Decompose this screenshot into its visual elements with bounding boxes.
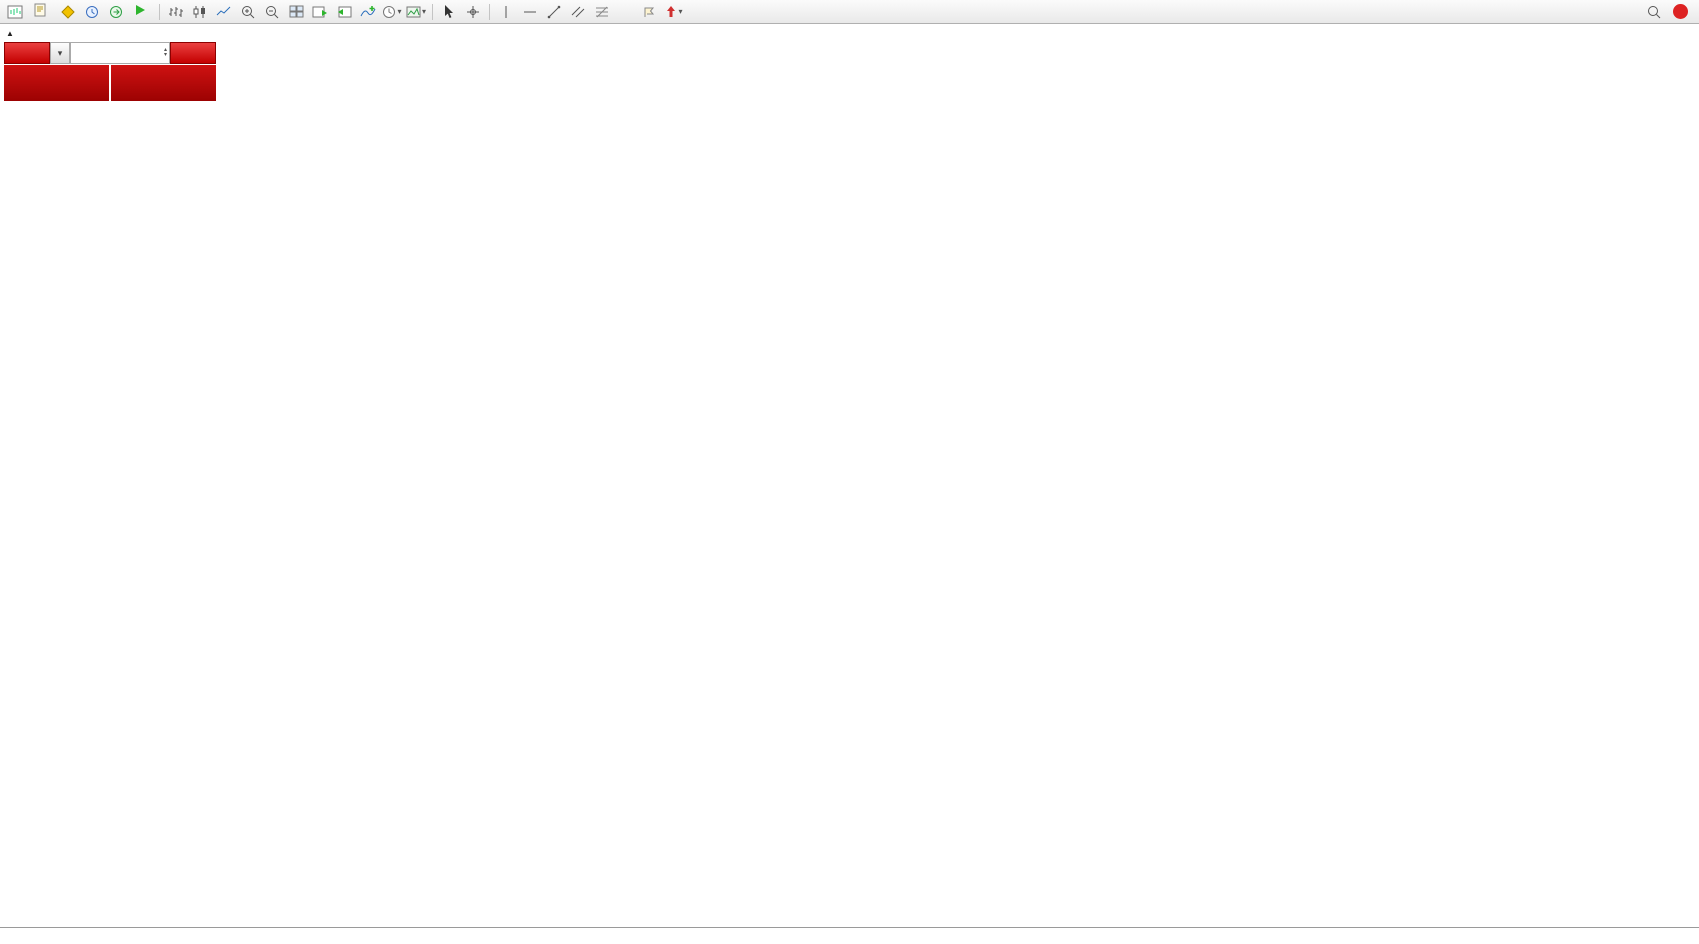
collapse-icon[interactable]: ▲: [6, 29, 14, 38]
new-chart-icon[interactable]: [4, 2, 26, 22]
time-axis[interactable]: [0, 927, 1699, 944]
search-icon[interactable]: [1643, 2, 1665, 22]
toolbar-separator: [432, 3, 433, 20]
one-click-trading-panel: ▾ ▴ ▾: [4, 42, 216, 101]
auto-scroll-icon[interactable]: [309, 2, 331, 22]
toolbar-right-group: [1642, 2, 1696, 22]
horizontal-line-icon[interactable]: [519, 2, 541, 22]
toolbar-separator: [159, 3, 160, 20]
vertical-line-icon[interactable]: [495, 2, 517, 22]
line-chart-icon[interactable]: [213, 2, 235, 22]
templates-caret-icon: ▾: [421, 7, 426, 16]
templates-icon[interactable]: ▾: [405, 2, 427, 22]
sell-button[interactable]: [4, 42, 50, 64]
sell-price-display[interactable]: [4, 65, 109, 101]
rsi-indicator-label: [6, 756, 11, 768]
buy-button[interactable]: [170, 42, 216, 64]
buy-price-display[interactable]: [111, 65, 216, 101]
tile-windows-icon[interactable]: [285, 2, 307, 22]
spinner-down-icon[interactable]: ▾: [163, 52, 167, 58]
autotrading-button[interactable]: [129, 2, 154, 22]
price-scale[interactable]: [1634, 0, 1699, 927]
fibonacci-icon[interactable]: [591, 2, 613, 22]
periods-caret-icon: ▾: [397, 7, 402, 16]
spinner-up-icon[interactable]: ▴: [163, 47, 167, 53]
arrows-tool-icon[interactable]: ▾: [663, 2, 685, 22]
new-order-icon: [33, 3, 47, 20]
volume-preset-dropdown[interactable]: ▾: [50, 42, 70, 64]
cursor-icon[interactable]: [438, 2, 460, 22]
text-tool-icon[interactable]: [615, 2, 637, 22]
zoom-in-icon[interactable]: [237, 2, 259, 22]
toolbar-separator: [489, 3, 490, 20]
indicators-icon[interactable]: [357, 2, 379, 22]
volume-spinner[interactable]: ▴ ▾: [163, 47, 167, 58]
notification-badge[interactable]: [1673, 4, 1688, 19]
text-label-icon[interactable]: [639, 2, 661, 22]
navigator-icon[interactable]: [105, 2, 127, 22]
market-watch-icon[interactable]: [81, 2, 103, 22]
zoom-out-icon[interactable]: [261, 2, 283, 22]
main-toolbar: ▾ ▾ ▾: [0, 0, 1699, 24]
chart-shift-icon[interactable]: [333, 2, 355, 22]
trendline-icon[interactable]: [543, 2, 565, 22]
chart-symbol-info: ▲: [6, 27, 16, 39]
crosshair-icon[interactable]: [462, 2, 484, 22]
channel-icon[interactable]: [567, 2, 589, 22]
candlestick-chart-icon[interactable]: [189, 2, 211, 22]
periods-icon[interactable]: ▾: [381, 2, 403, 22]
volume-field[interactable]: ▴ ▾: [70, 42, 170, 64]
trade-controls-row: ▾ ▴ ▾: [4, 42, 216, 64]
bar-chart-icon[interactable]: [165, 2, 187, 22]
trade-prices-row: [4, 65, 216, 101]
metaeditor-icon[interactable]: [57, 2, 79, 22]
autotrading-play-icon: [134, 4, 146, 19]
new-order-button[interactable]: [28, 2, 55, 22]
arrows-caret-icon: ▾: [678, 7, 683, 16]
macd-indicator-label: [6, 585, 16, 597]
